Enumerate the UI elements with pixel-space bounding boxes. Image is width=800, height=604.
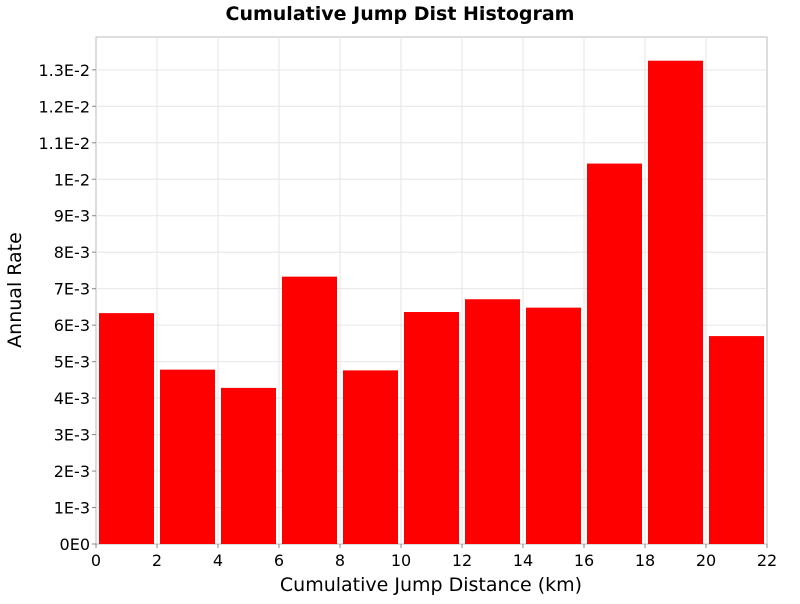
histogram-bar xyxy=(221,387,276,544)
x-tick-label: 4 xyxy=(213,551,223,570)
y-tick-label: 6E-3 xyxy=(54,316,90,335)
y-tick-label: 1E-3 xyxy=(54,499,90,518)
x-tick-label: 14 xyxy=(513,551,533,570)
histogram-bar xyxy=(587,163,642,544)
x-tick-label: 12 xyxy=(452,551,472,570)
y-tick-label: 0E0 xyxy=(60,535,90,554)
histogram-bar xyxy=(648,60,703,545)
histogram-bar xyxy=(99,313,154,544)
x-tick-label: 10 xyxy=(391,551,411,570)
y-tick-label: 1.3E-2 xyxy=(38,61,90,80)
histogram-bar xyxy=(404,312,459,544)
x-tick-label: 2 xyxy=(152,551,162,570)
y-tick-label: 7E-3 xyxy=(54,280,90,299)
y-tick-label: 3E-3 xyxy=(54,426,90,445)
histogram-bar xyxy=(526,307,581,544)
bars xyxy=(99,60,764,545)
x-tick-label: 8 xyxy=(335,551,345,570)
y-tick-label: 1.1E-2 xyxy=(38,134,90,153)
histogram-bar xyxy=(282,276,337,544)
y-tick-label: 2E-3 xyxy=(54,462,90,481)
y-tick-label: 1.2E-2 xyxy=(38,97,90,116)
x-tick-label: 20 xyxy=(696,551,716,570)
x-tick-label: 6 xyxy=(274,551,284,570)
x-tick-label: 0 xyxy=(91,551,101,570)
x-axis-ticks: 0 2 4 6 8 10 12 14 16 18 20 22 xyxy=(91,544,777,570)
y-tick-label: 5E-3 xyxy=(54,353,90,372)
x-axis-label: Cumulative Jump Distance (km) xyxy=(280,574,582,596)
histogram-bar xyxy=(465,299,520,544)
y-tick-label: 4E-3 xyxy=(54,389,90,408)
chart-title: Cumulative Jump Dist Histogram xyxy=(226,3,575,25)
x-tick-label: 18 xyxy=(635,551,655,570)
y-tick-label: 9E-3 xyxy=(54,207,90,226)
histogram-bar xyxy=(709,336,764,544)
y-tick-label: 1E-2 xyxy=(54,170,90,189)
x-tick-label: 22 xyxy=(757,551,777,570)
histogram-bar xyxy=(343,370,398,544)
y-axis-label: Annual Rate xyxy=(4,232,26,348)
histogram-bar xyxy=(160,369,215,544)
y-axis-ticks: 0E0 1E-3 2E-3 3E-3 4E-3 5E-3 6E-3 7E-3 8E-3 9E-3 1… xyxy=(38,61,96,554)
y-tick-label: 8E-3 xyxy=(54,243,90,262)
x-tick-label: 16 xyxy=(574,551,594,570)
